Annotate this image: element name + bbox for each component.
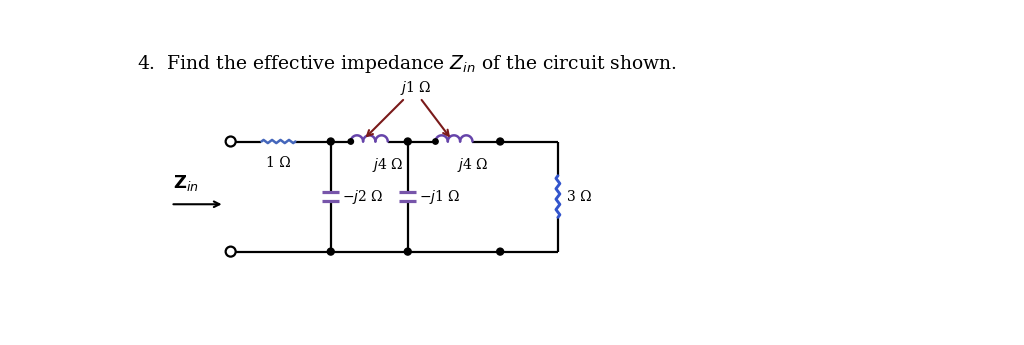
Circle shape: [497, 248, 504, 255]
Text: 1 Ω: 1 Ω: [266, 156, 291, 170]
Text: −$j$1 Ω: −$j$1 Ω: [419, 188, 460, 206]
Circle shape: [348, 139, 353, 144]
Circle shape: [433, 139, 438, 144]
Circle shape: [497, 138, 504, 145]
Circle shape: [328, 248, 334, 255]
Text: $j$4 Ω: $j$4 Ω: [373, 156, 403, 174]
Text: $j$4 Ω: $j$4 Ω: [457, 156, 488, 174]
Circle shape: [404, 248, 412, 255]
Text: $\mathbf{Z}_{in}$: $\mathbf{Z}_{in}$: [173, 173, 199, 193]
Circle shape: [404, 138, 412, 145]
Text: 3 Ω: 3 Ω: [567, 189, 592, 204]
Circle shape: [328, 138, 334, 145]
Text: −$j$2 Ω: −$j$2 Ω: [342, 188, 383, 206]
Text: $j$1 Ω: $j$1 Ω: [399, 79, 431, 97]
Text: 4.  Find the effective impedance $Z_{in}$ of the circuit shown.: 4. Find the effective impedance $Z_{in}$…: [137, 53, 677, 75]
